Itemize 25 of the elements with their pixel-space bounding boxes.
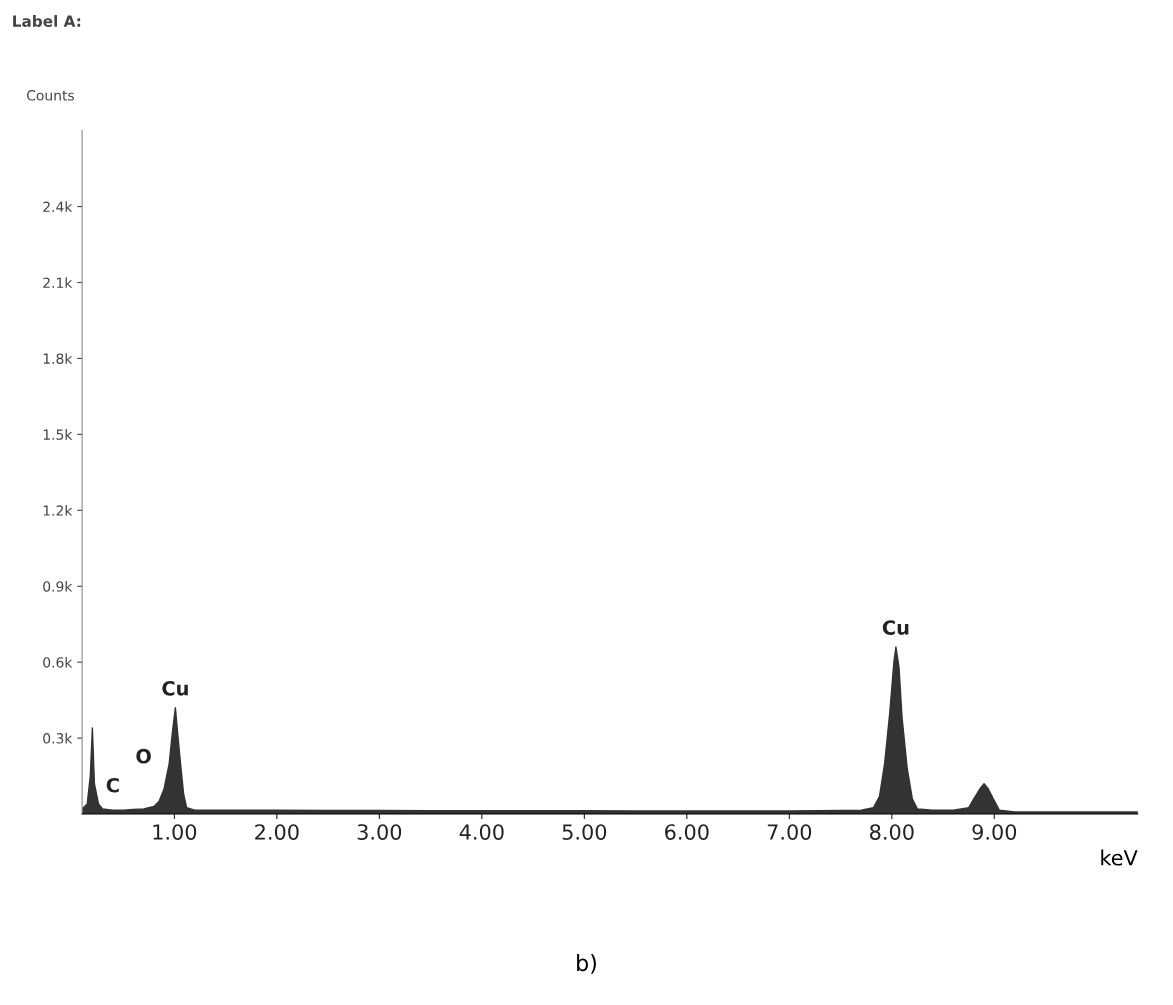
- x-tick-label: 6.00: [665, 824, 709, 840]
- text: b): [577, 954, 596, 974]
- y-tick-label: 0.6k: [43, 656, 73, 668]
- x-tick-label: 2.00: [255, 824, 299, 840]
- x-tick-label: 7.00: [767, 824, 812, 840]
- y-axis-title: Counts: [26, 90, 74, 101]
- y-tick-label: 1.8k: [43, 353, 73, 364]
- x-tick-label: 8.00: [870, 824, 914, 840]
- x-tick-label: 5.00: [562, 824, 607, 840]
- y-tick-label: 2.4k: [43, 201, 73, 212]
- x-axis-title: keV: [1101, 849, 1138, 866]
- x-tick-label: 3.00: [357, 824, 402, 840]
- annotation: O: [136, 748, 151, 764]
- x-tick-label: 1.00: [153, 824, 197, 840]
- y-tick-label: 0.3k: [43, 732, 73, 744]
- chart-title: Label A:: [13, 15, 81, 27]
- y-tick-label: 2.1k: [43, 277, 73, 288]
- annotation: Cu: [162, 680, 188, 696]
- y-tick-label: 0.9k: [43, 580, 73, 592]
- annotation: C: [106, 777, 119, 793]
- y-tick-label: 1.2k: [43, 505, 73, 516]
- y-tick-label: 1.5k: [43, 429, 73, 440]
- x-tick-label: 9.00: [972, 824, 1017, 840]
- annotation: Cu: [882, 620, 909, 635]
- x-tick-label: 4.00: [459, 824, 504, 840]
